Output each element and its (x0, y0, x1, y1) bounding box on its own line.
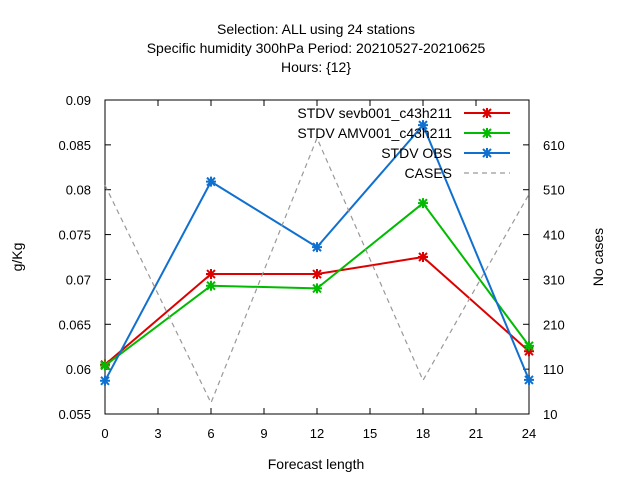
title-line-3: Hours: {12} (281, 59, 351, 75)
series-line (104, 124, 530, 382)
legend: STDV sevb001_c43h211 STDV AMV001_c43h211 S… (297, 105, 510, 181)
chart-title: Selection: ALL using 24 stations Specifi… (147, 21, 486, 75)
y2-tick-label: 10 (543, 407, 557, 422)
series-2 (100, 198, 534, 371)
legend-label: STDV sevb001_c43h211 (297, 105, 452, 121)
legend-marker (482, 108, 492, 118)
y2-axis-label: No cases (590, 228, 606, 286)
data-point (100, 375, 110, 386)
x-tick-label: 6 (207, 426, 214, 441)
x-tick-label: 21 (469, 426, 483, 441)
title-line-2: Specific humidity 300hPa Period: 2021052… (147, 40, 486, 56)
ticks-layer: 0 3 6 9 12 15 18 21 24 0.055 0.06 0.065 0.07 0.075 0.0… (58, 93, 564, 441)
data-point (312, 242, 322, 253)
x-axis-label: Forecast length (268, 456, 365, 472)
y2-tick-label: 510 (543, 183, 565, 198)
y2-tick-label: 610 (543, 138, 565, 153)
plot-frame (104, 99, 530, 415)
x-tick-label: 24 (522, 426, 536, 441)
data-point (100, 360, 110, 371)
legend-label: STDV OBS (381, 145, 452, 161)
legend-label: CASES (405, 165, 452, 181)
y-tick-label: 0.08 (66, 183, 91, 198)
y2-tick-label: 210 (543, 317, 565, 332)
y-tick-label: 0.085 (58, 138, 91, 153)
legend-marker (482, 128, 492, 138)
legend-label: STDV AMV001_c43h211 (297, 125, 452, 141)
x-tick-label: 18 (416, 426, 430, 441)
data-point (206, 280, 216, 291)
y-tick-label: 0.055 (58, 407, 91, 422)
title-line-1: Selection: ALL using 24 stations (217, 21, 415, 37)
data-point (312, 269, 322, 280)
data-point (418, 198, 428, 209)
y2-tick-label: 410 (543, 228, 565, 243)
y2-tick-label: 110 (543, 362, 564, 377)
data-point (418, 252, 428, 262)
x-tick-label: 9 (260, 426, 267, 441)
legend-marker (482, 148, 492, 158)
y-tick-label: 0.09 (66, 93, 91, 108)
y-tick-label: 0.07 (66, 272, 91, 287)
y-tick-label: 0.06 (66, 362, 91, 377)
data-point (418, 120, 428, 131)
x-tick-label: 12 (310, 426, 324, 441)
y2-tick-label: 310 (543, 272, 565, 287)
y-tick-label: 0.065 (58, 317, 91, 332)
data-point (524, 374, 534, 385)
series-3 (100, 120, 534, 386)
data-point (524, 340, 534, 351)
series-layer (100, 120, 534, 404)
data-point (206, 269, 216, 280)
x-tick-label: 3 (154, 426, 161, 441)
data-point (312, 283, 322, 294)
y-tick-label: 0.075 (58, 228, 91, 243)
data-point (206, 176, 216, 187)
y-axis-label: g/Kg (9, 243, 25, 272)
data-point (524, 346, 534, 357)
x-tick-label: 15 (363, 426, 377, 441)
x-tick-label: 0 (101, 426, 108, 441)
